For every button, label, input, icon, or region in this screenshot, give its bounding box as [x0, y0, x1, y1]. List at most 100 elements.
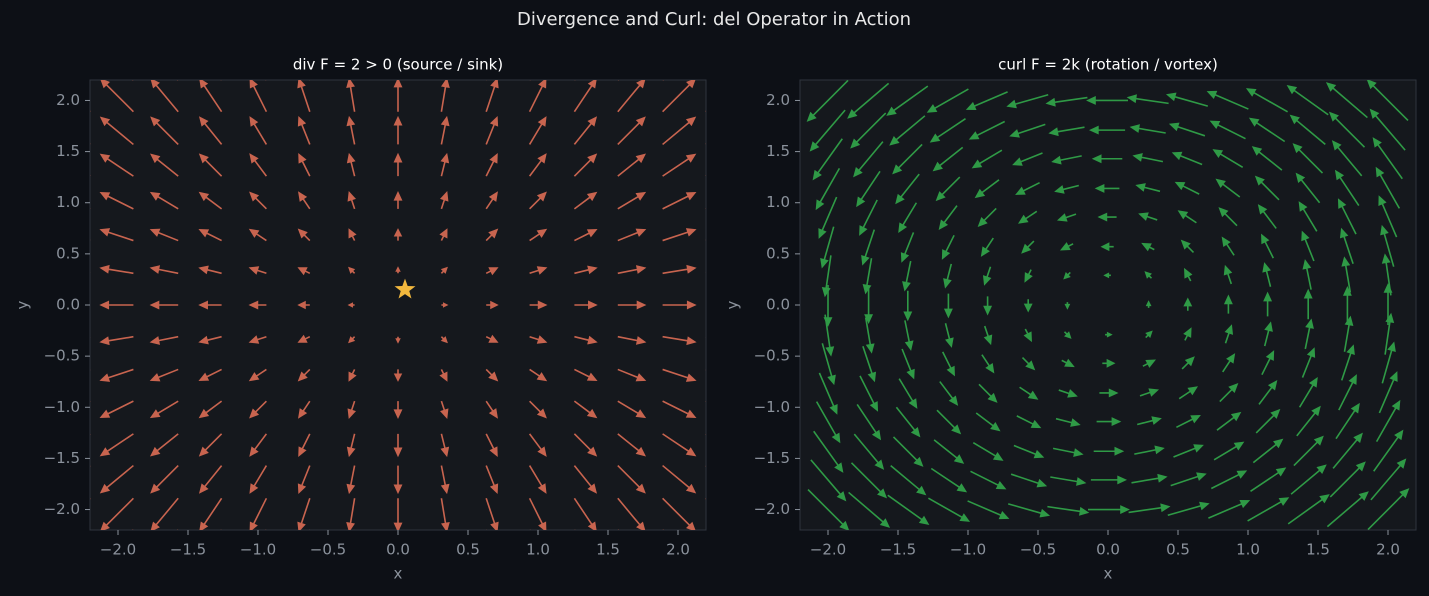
arrow: [662, 335, 697, 346]
x-tick-label: 0.5: [456, 541, 480, 559]
arrow: [1063, 331, 1072, 339]
arrow: [617, 116, 646, 145]
arrow: [975, 412, 1001, 432]
arrow: [1015, 181, 1040, 195]
arrow: [1289, 114, 1326, 146]
arrow: [150, 153, 179, 177]
arrow: [982, 266, 992, 286]
arrow: [485, 267, 499, 276]
arrow: [99, 335, 134, 346]
arrow: [1103, 272, 1111, 279]
arrow: [895, 173, 920, 205]
arrow: [1017, 210, 1038, 224]
arrow: [1381, 253, 1392, 296]
y-tick-label: −1.5: [754, 449, 790, 467]
figure-title: Divergence and Curl: del Operator in Act…: [517, 9, 911, 30]
arrow: [862, 258, 873, 295]
arrow: [249, 400, 267, 419]
arrow: [617, 368, 647, 382]
arrow: [1216, 411, 1242, 431]
arrow: [1010, 473, 1048, 488]
arrow: [149, 300, 179, 310]
arrow: [440, 336, 448, 344]
arrow: [149, 368, 179, 382]
arrow: [1248, 117, 1286, 143]
arrow: [1340, 344, 1355, 381]
arrow: [1298, 377, 1318, 408]
arrow: [662, 228, 697, 242]
arrow: [297, 465, 311, 495]
arrow: [573, 116, 598, 145]
arrow: [981, 354, 995, 374]
arrow: [1132, 153, 1164, 163]
arrow: [1176, 415, 1201, 429]
arrow: [1325, 82, 1368, 119]
arrow: [393, 152, 403, 177]
arrow: [198, 335, 222, 345]
arrow: [902, 260, 912, 292]
arrow: [1287, 494, 1330, 525]
y-tick-label: −0.5: [44, 347, 80, 365]
arrow: [347, 400, 356, 419]
arrow: [297, 300, 310, 310]
arrow: [298, 433, 311, 458]
arrow: [977, 207, 997, 228]
x-tick-label: 2.0: [1376, 541, 1400, 559]
arrow: [1222, 353, 1236, 373]
arrow: [1252, 438, 1284, 464]
arrow: [1045, 96, 1088, 107]
x-tick-label: 1.0: [1236, 541, 1260, 559]
arrow: [812, 138, 843, 181]
arrow: [1088, 125, 1126, 135]
arrow: [617, 497, 646, 530]
arrow: [1174, 181, 1200, 195]
arrow: [933, 439, 965, 464]
arrow: [1096, 417, 1122, 427]
arrow: [393, 401, 403, 420]
arrow: [1051, 155, 1082, 165]
arrow: [1254, 175, 1280, 201]
arrow: [864, 287, 874, 325]
arrow: [393, 228, 403, 241]
arrow: [853, 433, 885, 470]
arrow: [662, 80, 696, 113]
arrow: [249, 465, 268, 494]
arrow: [1144, 271, 1153, 279]
arrow: [807, 488, 850, 530]
arrow: [1245, 88, 1288, 113]
arrow: [346, 465, 356, 495]
arrow: [1286, 85, 1329, 116]
arrow: [346, 498, 356, 530]
arrow: [99, 153, 134, 177]
arrow: [900, 232, 915, 263]
arrow: [100, 497, 134, 530]
arrow: [617, 80, 646, 113]
arrow: [485, 191, 498, 210]
arrow: [972, 441, 1004, 461]
arrow: [926, 88, 969, 113]
arrow: [149, 228, 179, 242]
arrow: [1338, 374, 1357, 411]
arrow: [574, 368, 598, 382]
arrow: [1342, 285, 1352, 323]
arrow: [248, 300, 267, 310]
arrow: [617, 228, 647, 242]
arrow: [529, 228, 548, 242]
arrow: [1210, 470, 1248, 490]
arrow: [249, 191, 267, 210]
arrow: [1218, 207, 1238, 227]
y-tick-label: 0.5: [56, 244, 80, 262]
arrow: [1290, 464, 1327, 495]
arrow: [149, 335, 179, 345]
arrow: [249, 80, 268, 113]
arrow: [248, 368, 267, 382]
arrow: [99, 116, 134, 146]
arrow: [297, 267, 311, 276]
arrow: [248, 335, 267, 344]
arrow: [393, 433, 403, 458]
arrow: [1373, 429, 1404, 472]
arrow: [528, 153, 547, 177]
arrow: [662, 264, 697, 275]
arrow: [662, 368, 697, 382]
arrow: [1329, 461, 1366, 498]
